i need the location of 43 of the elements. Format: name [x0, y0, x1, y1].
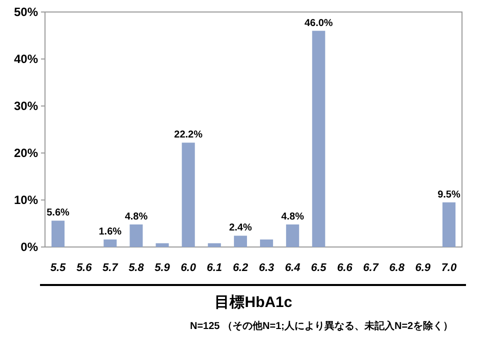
- bar: [104, 239, 117, 247]
- y-tick-label: 40%: [14, 52, 38, 66]
- text: N=125 （その他N=1;人により異なる、未記入N=2を除く）: [190, 320, 454, 332]
- bar: [312, 30, 326, 247]
- x-tick-label: 6.1: [206, 262, 222, 274]
- x-axis-title: 目標HbA1c: [214, 294, 292, 311]
- y-tick-label: 20%: [14, 146, 38, 160]
- bar: [130, 224, 143, 247]
- data-label: 2.4%: [229, 222, 252, 234]
- x-tick-label: 6.9: [415, 262, 432, 274]
- x-tick-label: 5.8: [128, 262, 145, 274]
- x-tick-label: 6.4: [284, 262, 300, 274]
- bar: [234, 236, 247, 247]
- data-label: 1.6%: [98, 226, 122, 238]
- data-label: 5.6%: [46, 208, 70, 219]
- data-label: 9.5%: [438, 189, 460, 200]
- y-tick-label: 10%: [14, 193, 38, 207]
- bar: [208, 243, 221, 247]
- x-tick-label: 7.0: [441, 262, 458, 274]
- y-tick-label: 30%: [14, 99, 38, 113]
- data-label: 4.8%: [124, 211, 148, 222]
- x-tick-label: 5.9: [154, 262, 171, 274]
- y-tick-label: 0%: [20, 240, 38, 254]
- bar: [156, 243, 169, 247]
- y-tick-label: 50%: [14, 5, 38, 19]
- x-tick-label: 6.7: [363, 262, 380, 274]
- x-tick-label: 6.3: [258, 262, 274, 274]
- x-tick-label: 5.7: [102, 262, 119, 274]
- x-tick-label: 6.0: [180, 262, 197, 274]
- x-tick-label: 6.8: [389, 262, 406, 274]
- data-label: 4.8%: [281, 211, 304, 222]
- bar: [286, 224, 300, 247]
- bar: [52, 220, 65, 247]
- x-tick-label: 6.5: [311, 262, 328, 274]
- data-label: 46.0%: [304, 18, 333, 29]
- x-tick-label: 6.6: [337, 262, 354, 274]
- bar: [182, 142, 195, 247]
- x-tick-label: 5.6: [76, 262, 93, 274]
- bar: [260, 239, 274, 247]
- bar: [442, 202, 456, 247]
- data-label: 22.2%: [174, 130, 203, 141]
- x-tick-label: 6.2: [232, 262, 248, 274]
- x-tick-label: 5.5: [50, 262, 67, 274]
